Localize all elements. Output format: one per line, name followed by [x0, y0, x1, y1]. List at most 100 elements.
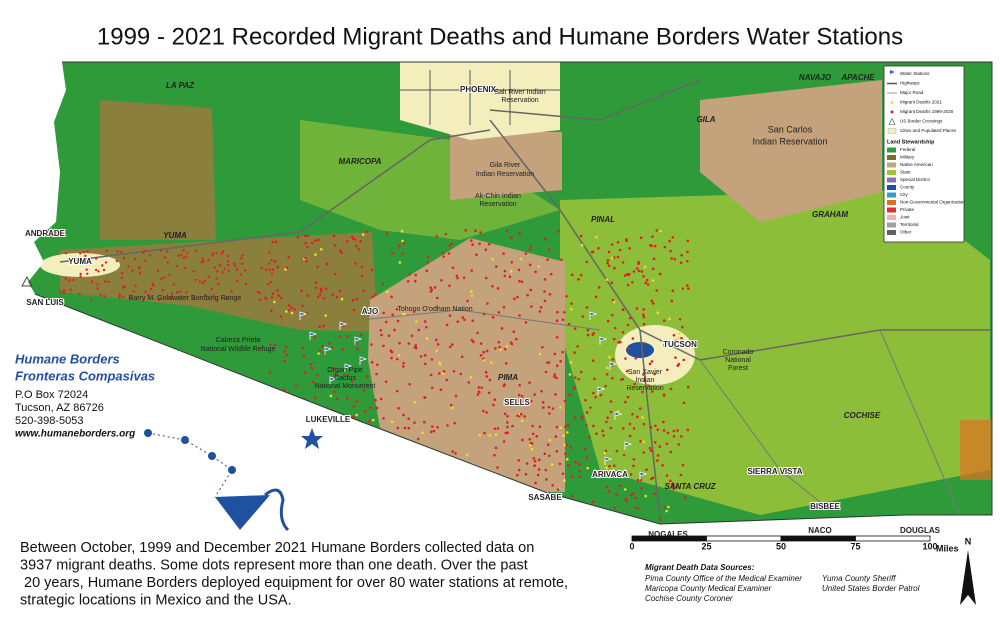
water-station — [639, 471, 648, 480]
legend — [883, 65, 965, 243]
death-dot — [346, 374, 349, 377]
north-arrow: N — [960, 536, 976, 605]
death-dot — [293, 308, 296, 311]
death-dot — [613, 326, 617, 330]
death-dot — [424, 491, 428, 495]
death-dot — [632, 464, 635, 468]
death-dot — [555, 376, 558, 380]
place-label: COCHISE — [844, 411, 881, 420]
death-dot — [260, 266, 263, 269]
death-dot — [416, 437, 420, 441]
death-dot — [517, 459, 521, 462]
death-dot — [506, 431, 509, 435]
death-dot — [271, 240, 274, 244]
death-dot — [471, 243, 474, 246]
death-dot — [82, 250, 85, 254]
death-dot — [406, 280, 410, 283]
death-dot — [287, 451, 290, 455]
legend-label: Non-Governmental Organization — [900, 200, 965, 205]
death-dot — [486, 302, 489, 305]
death-dot — [540, 389, 543, 393]
death-dot — [570, 302, 573, 305]
death-dot — [649, 449, 653, 453]
place-label: GRAHAM — [812, 210, 848, 219]
death-dot — [667, 505, 670, 509]
death-dot — [520, 280, 524, 284]
death-dot — [463, 318, 466, 322]
death-dot — [518, 314, 521, 317]
death-dot — [212, 294, 215, 297]
death-dot — [442, 255, 445, 258]
death-dot — [611, 358, 615, 361]
death-dot — [382, 416, 385, 420]
death-dot — [640, 270, 644, 273]
death-dot — [621, 308, 625, 312]
death-dot — [569, 361, 573, 364]
death-dot — [588, 435, 591, 439]
death-dot — [94, 268, 98, 272]
death-dot — [149, 287, 153, 291]
death-dot — [493, 398, 497, 401]
death-dot — [398, 261, 402, 264]
death-dot — [107, 280, 110, 284]
place-label: SAN LUIS — [26, 298, 64, 307]
death-dot — [520, 412, 523, 416]
death-dot — [636, 507, 640, 510]
death-dot — [547, 248, 551, 251]
death-dot — [340, 251, 343, 254]
water-station — [604, 456, 613, 465]
death-dot — [166, 250, 169, 253]
phoenix-urban — [400, 62, 560, 140]
death-dot — [508, 275, 512, 279]
death-dot — [485, 375, 489, 378]
death-dot — [241, 254, 244, 257]
death-dot — [357, 438, 360, 441]
death-dot — [538, 352, 542, 356]
death-dot — [505, 344, 509, 348]
death-dot — [429, 373, 433, 377]
death-dot — [482, 350, 485, 354]
death-dot — [423, 420, 426, 424]
death-dot — [522, 502, 526, 506]
death-dot — [541, 400, 545, 404]
death-dot — [335, 442, 338, 446]
death-dot — [423, 354, 427, 357]
death-dot — [632, 270, 636, 273]
death-dot — [611, 376, 614, 380]
death-dot — [519, 257, 523, 261]
death-dot — [79, 252, 82, 255]
source-list: Pima County Office of the Medical Examin… — [645, 574, 920, 603]
death-dot — [567, 322, 571, 326]
death-dot — [82, 262, 86, 265]
death-dot — [528, 444, 532, 447]
death-dot — [268, 371, 272, 374]
death-dot — [484, 276, 488, 280]
legend-swatch — [887, 222, 896, 228]
death-dot — [332, 366, 336, 370]
death-dot — [628, 422, 632, 426]
death-dot — [538, 458, 541, 462]
place-label: LA PAZ — [166, 81, 195, 90]
death-dot — [673, 257, 677, 261]
star — [181, 436, 189, 444]
death-dot — [532, 457, 536, 460]
death-dot — [354, 456, 357, 459]
legend-label: Water Stations — [900, 71, 930, 76]
death-dot — [549, 272, 553, 276]
death-dot — [144, 290, 147, 294]
death-dot — [592, 331, 596, 335]
death-dot — [369, 406, 372, 409]
death-dot — [656, 311, 660, 315]
death-dot — [340, 297, 344, 301]
death-dot — [607, 250, 611, 254]
death-dot — [397, 476, 401, 480]
place-label: Indian Reservation — [476, 171, 534, 178]
death-dot — [537, 468, 541, 471]
death-dot — [372, 439, 376, 443]
north-arrow-shape — [960, 550, 976, 605]
death-dot — [655, 289, 659, 292]
legend-swatch — [887, 192, 896, 198]
place-label: LUKEVILLE — [306, 415, 351, 424]
death-dot — [559, 426, 562, 430]
death-dot — [271, 268, 275, 271]
